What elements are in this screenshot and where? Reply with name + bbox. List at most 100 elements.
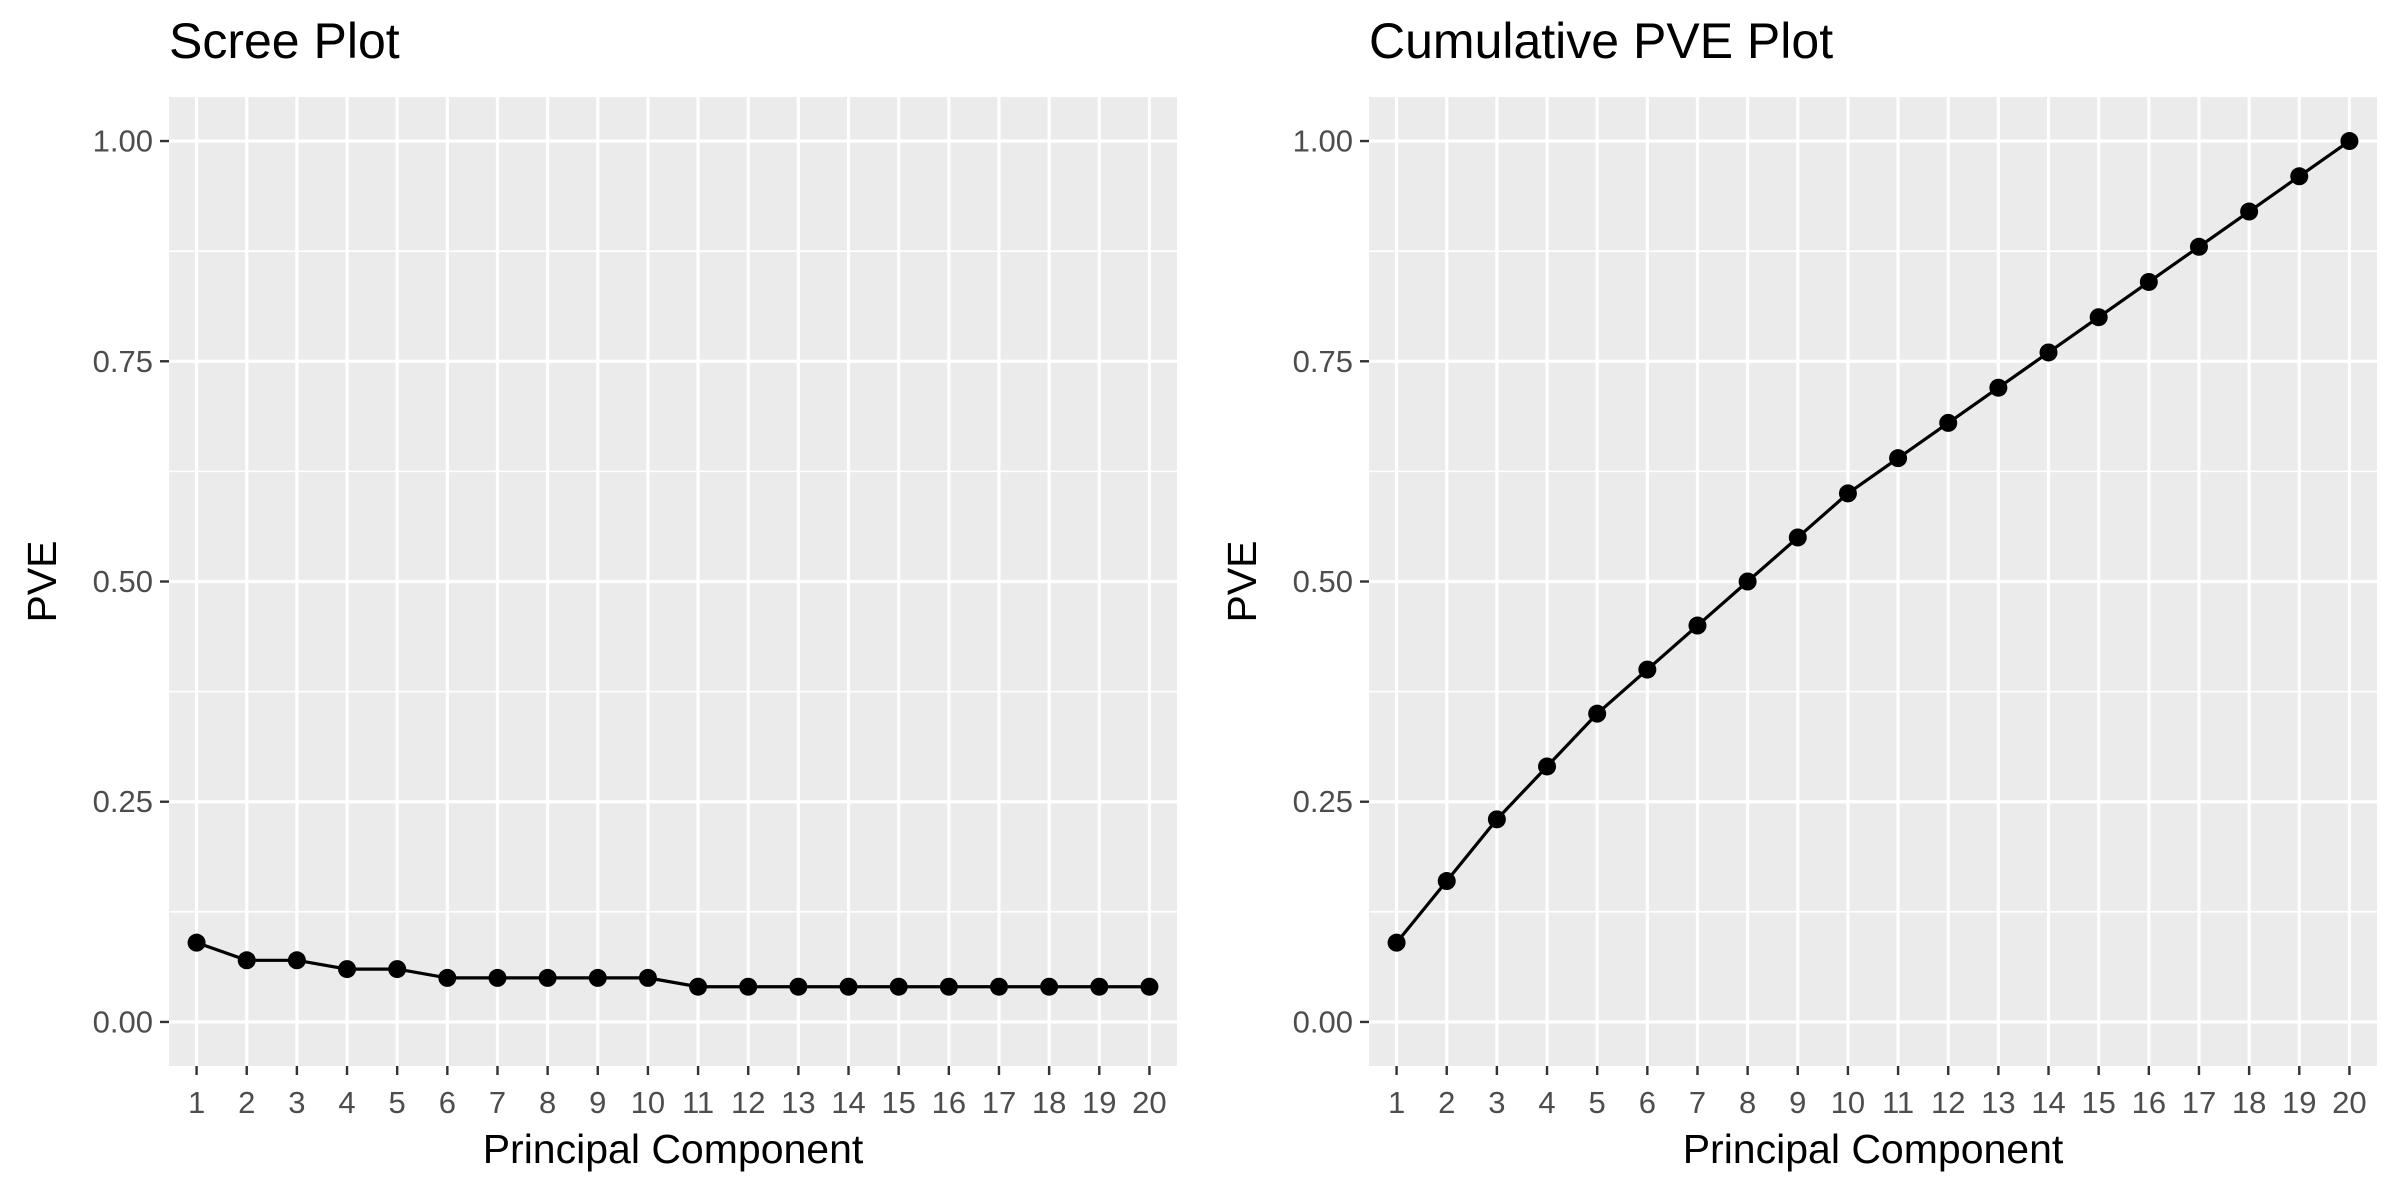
data-point [338, 960, 357, 979]
chart-panel-2: 0.000.250.500.751.001 2 3 4 5 6 7 8 9 10 11 12 13 14 1… [1219, 13, 2377, 1172]
y-axis-label: PVE [19, 540, 65, 622]
x-tick-label: 19 [2282, 1085, 2316, 1120]
x-tick-label: 2 [238, 1085, 255, 1120]
data-point [237, 951, 256, 970]
data-point [1688, 616, 1707, 635]
x-tick-label: 14 [831, 1085, 865, 1120]
y-tick-label: 0.75 [93, 344, 153, 379]
x-tick-label: 8 [539, 1085, 556, 1120]
data-point [1638, 660, 1657, 679]
x-tick-label: 20 [1132, 1085, 1166, 1120]
y-axis-label: PVE [1219, 540, 1265, 622]
x-tick-label: 19 [1082, 1085, 1116, 1120]
x-axis-label: Principal Component [1683, 1126, 2064, 1172]
y-tick-label: 0.25 [93, 784, 153, 819]
data-point [1487, 810, 1506, 829]
data-point [388, 960, 407, 979]
y-tick-label: 1.00 [1293, 124, 1353, 159]
data-point [1437, 872, 1456, 891]
data-point [789, 977, 808, 996]
x-tick-label: 4 [338, 1085, 355, 1120]
data-point [1989, 378, 2008, 397]
x-tick-label: 16 [932, 1085, 966, 1120]
x-tick-label: 18 [1032, 1085, 1066, 1120]
data-point [689, 977, 708, 996]
x-tick-label: 11 [682, 1085, 714, 1120]
data-point [989, 977, 1008, 996]
x-tick-label: 4 [1538, 1085, 1555, 1120]
data-point [1140, 977, 1159, 996]
x-tick-label: 5 [1589, 1085, 1606, 1120]
x-tick-label: 20 [2332, 1085, 2366, 1120]
data-point [839, 977, 858, 996]
data-point [1040, 977, 1059, 996]
x-tick-label: 6 [1639, 1085, 1656, 1120]
y-tick-label: 0.00 [1293, 1004, 1353, 1039]
data-point [638, 968, 657, 987]
series-line [1395, 139, 2351, 944]
x-tick-label: 8 [1739, 1085, 1756, 1120]
data-point [739, 977, 758, 996]
x-tick-label: 10 [1831, 1085, 1865, 1120]
chart-title: Scree Plot [169, 13, 400, 69]
data-point [2039, 343, 2058, 362]
x-tick-label: 10 [631, 1085, 665, 1120]
data-point [1738, 572, 1757, 591]
data-point [438, 968, 457, 987]
data-point [2139, 272, 2158, 291]
x-tick-label: 1 [188, 1085, 205, 1120]
x-tick-label: 7 [489, 1085, 506, 1120]
x-tick-label: 3 [288, 1085, 305, 1120]
x-tick-label: 6 [439, 1085, 456, 1120]
y-tick-label: 0.25 [1293, 784, 1353, 819]
data-point [1939, 413, 1958, 432]
x-tick-label: 2 [1438, 1085, 1455, 1120]
y-tick-label: 0.50 [93, 564, 153, 599]
x-tick-label: 9 [1789, 1085, 1806, 1120]
data-point [2089, 308, 2108, 327]
data-point [889, 977, 908, 996]
data-point [2189, 237, 2208, 256]
x-tick-label: 15 [881, 1085, 915, 1120]
x-tick-label: 13 [781, 1085, 815, 1120]
data-point [2290, 167, 2309, 186]
x-tick-label: 7 [1689, 1085, 1706, 1120]
data-point [1788, 528, 1807, 547]
x-axis-label: Principal Component [483, 1126, 864, 1172]
data-point [187, 933, 206, 952]
data-point [2240, 202, 2259, 221]
x-tick-label: 5 [389, 1085, 406, 1120]
data-point [538, 968, 557, 987]
y-tick-label: 0.75 [1293, 344, 1353, 379]
x-tick-label: 11 [1882, 1085, 1914, 1120]
x-tick-label: 9 [589, 1085, 606, 1120]
data-point [1090, 977, 1109, 996]
x-tick-label: 1 [1388, 1085, 1405, 1120]
data-point [1889, 449, 1908, 468]
data-point [588, 968, 607, 987]
data-point [2340, 132, 2359, 151]
y-tick-label: 0.50 [1293, 564, 1353, 599]
data-point [488, 968, 507, 987]
data-point [1588, 704, 1607, 723]
data-point [1838, 484, 1857, 503]
x-tick-label: 14 [2031, 1085, 2065, 1120]
x-tick-label: 13 [1981, 1085, 2015, 1120]
x-tick-label: 15 [2081, 1085, 2115, 1120]
x-tick-label: 17 [2182, 1085, 2216, 1120]
chart-panel-1: 0.000.250.500.751.001 2 3 4 5 6 7 8 9 10 11 12 13 14 1… [19, 13, 1177, 1172]
chart-title: Cumulative PVE Plot [1369, 13, 1833, 69]
x-tick-label: 17 [982, 1085, 1016, 1120]
x-tick-label: 12 [1931, 1085, 1965, 1120]
data-point [939, 977, 958, 996]
data-point [287, 951, 306, 970]
x-tick-label: 18 [2232, 1085, 2266, 1120]
y-tick-label: 1.00 [93, 124, 153, 159]
x-tick-label: 3 [1488, 1085, 1505, 1120]
y-tick-label: 0.00 [93, 1004, 153, 1039]
x-tick-label: 12 [731, 1085, 765, 1120]
data-point [1387, 933, 1406, 952]
x-tick-label: 16 [2132, 1085, 2166, 1120]
